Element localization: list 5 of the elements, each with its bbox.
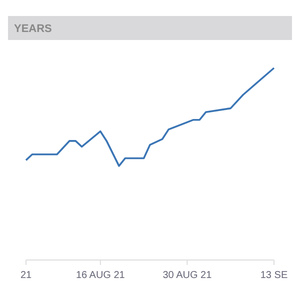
- x-tick-label: 13 SE: [260, 270, 288, 281]
- x-tick-label: 30 AUG 21: [162, 270, 212, 281]
- x-tick-label: 21: [20, 270, 32, 281]
- x-tick-label: 16 AUG 21: [76, 270, 126, 281]
- chart-title: YEARS: [14, 23, 52, 35]
